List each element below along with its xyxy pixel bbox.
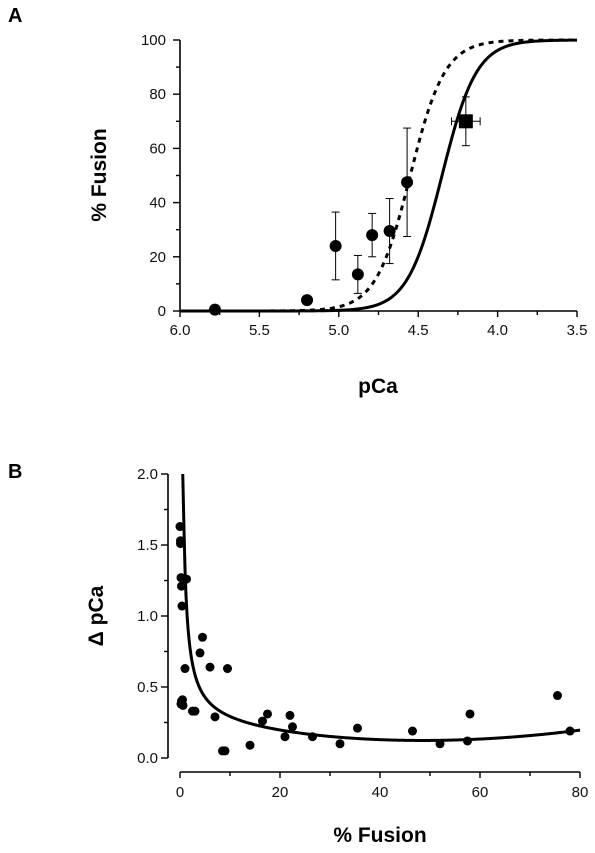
y-tick-label-a: 60 xyxy=(149,140,166,157)
y-tick-label-a: 20 xyxy=(149,249,166,266)
y-tick-label-b: 1.5 xyxy=(137,537,158,554)
data-point-a xyxy=(383,225,396,238)
data-point-b xyxy=(180,664,190,674)
panel-label-b: B xyxy=(8,461,22,483)
data-point-a xyxy=(366,229,379,242)
data-point-b xyxy=(353,723,362,733)
x-tick-label-b: 20 xyxy=(272,784,289,801)
data-point-b xyxy=(280,732,290,742)
data-point-b xyxy=(177,581,186,591)
y-tick-label-a: 40 xyxy=(149,195,166,212)
data-point-b xyxy=(285,710,295,720)
data-point-b xyxy=(182,574,191,584)
data-point-a xyxy=(301,294,314,307)
x-tick-label-a: 6.0 xyxy=(170,322,191,339)
data-point-b xyxy=(553,691,562,701)
data-point-b xyxy=(245,740,255,750)
data-point-b xyxy=(198,632,207,642)
data-point-b xyxy=(210,712,220,722)
data-point-b xyxy=(175,522,185,532)
data-point-b xyxy=(176,539,185,549)
data-point-a xyxy=(351,268,364,281)
chart-a: 6.0 5.5 5.0 4.5 4.0 3.5 0 20 40 60 80 100 xyxy=(141,32,587,339)
y-tick-label-b: 0.0 xyxy=(137,750,158,767)
data-point-b xyxy=(335,739,345,749)
data-point-b xyxy=(195,648,205,658)
data-point-b xyxy=(220,746,230,756)
data-point-b xyxy=(308,732,317,742)
data-point-b xyxy=(205,662,215,672)
x-tick-label-a: 5.5 xyxy=(249,322,270,339)
panel-label-a: A xyxy=(8,5,22,27)
data-point-b xyxy=(435,739,445,749)
x-tick-label-a: 3.5 xyxy=(567,322,588,339)
data-point-b xyxy=(258,716,267,726)
y-tick-label-b: 2.0 xyxy=(137,466,158,483)
x-axis-label-b: % Fusion xyxy=(333,824,426,847)
fit-curve-dashed-a xyxy=(180,38,577,313)
fit-curve-b xyxy=(181,473,581,742)
y-axis-label-b: Δ pCa xyxy=(85,585,108,646)
data-point-b xyxy=(288,722,297,732)
x-tick-label-a: 4.5 xyxy=(408,322,429,339)
data-point-b xyxy=(177,696,186,706)
data-point-b xyxy=(263,709,272,719)
data-point-square-a xyxy=(458,114,473,129)
x-tick-label-a: 5.0 xyxy=(328,322,349,339)
y-axis-label-a: % Fusion xyxy=(88,128,111,221)
data-point-b xyxy=(465,709,475,719)
y-tick-label-a: 80 xyxy=(149,86,166,103)
data-point-b xyxy=(177,601,187,611)
x-tick-label-b: 80 xyxy=(572,784,589,801)
y-tick-label-b: 1.0 xyxy=(137,608,158,625)
data-point-a xyxy=(329,239,342,252)
data-point-a xyxy=(401,176,414,189)
fit-curve-solid-a xyxy=(180,38,578,313)
x-axis-label-a: pCa xyxy=(358,375,398,398)
x-tick-label-b: 40 xyxy=(372,784,389,801)
y-tick-label-a: 0 xyxy=(158,303,166,320)
data-point-b xyxy=(223,664,232,674)
y-tick-label-b: 0.5 xyxy=(137,679,158,696)
y-tick-label-a: 100 xyxy=(141,32,166,49)
data-point-b xyxy=(408,726,417,736)
data-point-b xyxy=(190,706,200,716)
data-point-b xyxy=(463,736,472,746)
chart-b: 0 20 40 60 80 0.0 0.5 1.0 1.5 2.0 xyxy=(137,466,588,801)
data-point-a xyxy=(208,303,221,316)
x-tick-label-b: 0 xyxy=(176,784,184,801)
data-point-b xyxy=(565,726,575,736)
x-tick-label-b: 60 xyxy=(472,784,489,801)
x-tick-label-a: 4.0 xyxy=(487,322,508,339)
